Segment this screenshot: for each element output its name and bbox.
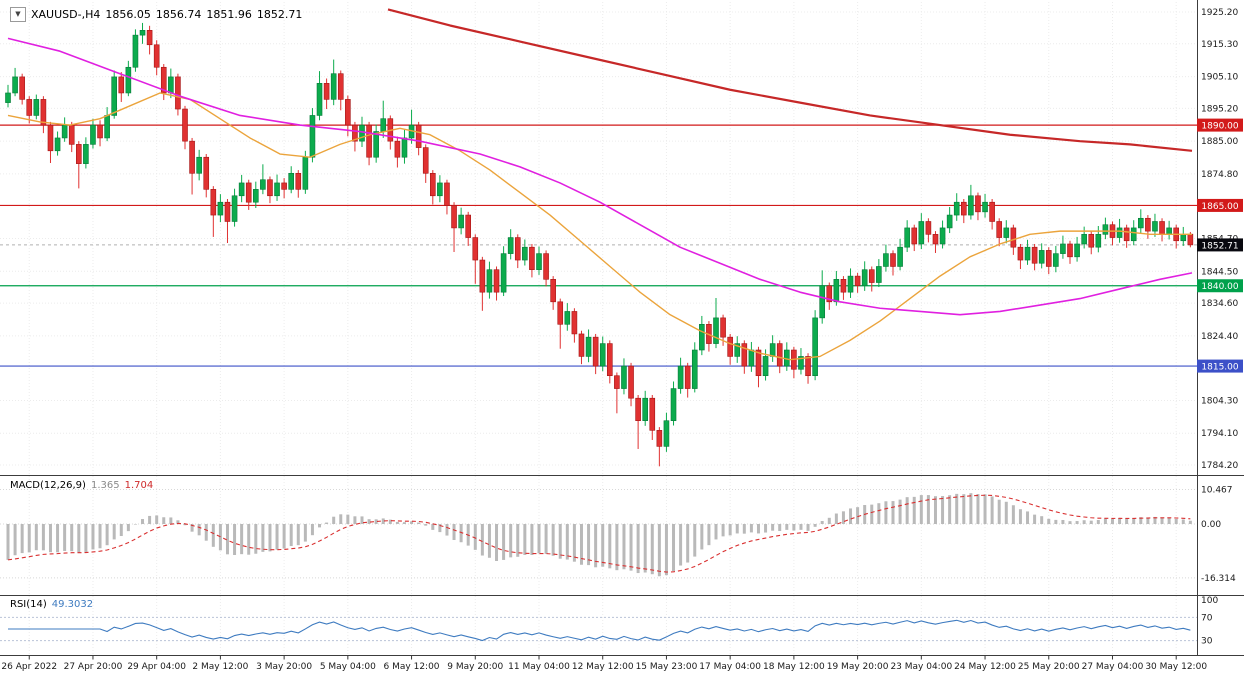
rsi-name: RSI(14) bbox=[10, 599, 47, 610]
svg-text:17 May 04:00: 17 May 04:00 bbox=[699, 662, 761, 672]
svg-text:10.467: 10.467 bbox=[1201, 485, 1233, 495]
svg-text:1794.10: 1794.10 bbox=[1201, 429, 1238, 439]
svg-text:1784.20: 1784.20 bbox=[1201, 461, 1238, 471]
svg-text:1874.80: 1874.80 bbox=[1201, 170, 1238, 180]
svg-text:19 May 20:00: 19 May 20:00 bbox=[827, 662, 889, 672]
svg-text:1804.30: 1804.30 bbox=[1201, 396, 1238, 406]
rsi-value: 49.3032 bbox=[51, 599, 94, 610]
svg-text:100: 100 bbox=[1201, 596, 1218, 606]
symbol-dropdown-button[interactable]: ▼ bbox=[10, 7, 26, 22]
svg-text:30: 30 bbox=[1201, 637, 1213, 647]
svg-text:6 May 12:00: 6 May 12:00 bbox=[384, 662, 440, 672]
svg-text:23 May 04:00: 23 May 04:00 bbox=[890, 662, 952, 672]
svg-text:27 May 04:00: 27 May 04:00 bbox=[1082, 662, 1144, 672]
svg-text:1824.40: 1824.40 bbox=[1201, 332, 1238, 342]
macd-main-value: 1.365 bbox=[90, 480, 120, 491]
svg-text:1815.00: 1815.00 bbox=[1201, 363, 1238, 373]
svg-text:27 Apr 20:00: 27 Apr 20:00 bbox=[64, 662, 123, 672]
svg-text:1865.00: 1865.00 bbox=[1201, 202, 1238, 212]
rsi-indicator-label: RSI(14) 49.3032 bbox=[10, 599, 93, 610]
svg-text:11 May 04:00: 11 May 04:00 bbox=[508, 662, 570, 672]
svg-text:1885.00: 1885.00 bbox=[1201, 137, 1238, 147]
svg-text:30 May 12:00: 30 May 12:00 bbox=[1145, 662, 1207, 672]
svg-text:-16.314: -16.314 bbox=[1201, 574, 1236, 584]
svg-text:1852.71: 1852.71 bbox=[1201, 241, 1238, 251]
svg-text:2 May 12:00: 2 May 12:00 bbox=[192, 662, 248, 672]
svg-text:0.00: 0.00 bbox=[1201, 520, 1221, 530]
chart-ohlc-header: ▼ XAUUSD-,H4 1856.05 1856.74 1851.96 185… bbox=[10, 7, 302, 22]
svg-text:18 May 12:00: 18 May 12:00 bbox=[763, 662, 825, 672]
ohlc-open-value: 1856.05 bbox=[105, 8, 151, 21]
svg-text:15 May 23:00: 15 May 23:00 bbox=[636, 662, 698, 672]
ohlc-low-value: 1851.96 bbox=[206, 8, 252, 21]
macd-signal-value: 1.704 bbox=[124, 480, 154, 491]
svg-text:1890.00: 1890.00 bbox=[1201, 122, 1238, 132]
svg-text:1840.00: 1840.00 bbox=[1201, 282, 1238, 292]
svg-text:70: 70 bbox=[1201, 613, 1213, 623]
ohlc-close-value: 1852.71 bbox=[256, 8, 303, 21]
svg-text:1915.30: 1915.30 bbox=[1201, 40, 1238, 50]
svg-text:5 May 04:00: 5 May 04:00 bbox=[320, 662, 376, 672]
svg-text:1925.20: 1925.20 bbox=[1201, 8, 1238, 18]
svg-text:26 Apr 2022: 26 Apr 2022 bbox=[1, 662, 57, 672]
svg-text:25 May 20:00: 25 May 20:00 bbox=[1018, 662, 1080, 672]
svg-text:24 May 12:00: 24 May 12:00 bbox=[954, 662, 1016, 672]
ohlc-high-value: 1856.74 bbox=[155, 8, 202, 21]
chevron-down-icon: ▼ bbox=[15, 10, 21, 18]
svg-text:1844.50: 1844.50 bbox=[1201, 267, 1238, 277]
svg-text:12 May 12:00: 12 May 12:00 bbox=[572, 662, 634, 672]
chart-symbol-label: XAUUSD-,H4 bbox=[31, 8, 101, 21]
svg-text:29 Apr 04:00: 29 Apr 04:00 bbox=[127, 662, 186, 672]
svg-text:3 May 20:00: 3 May 20:00 bbox=[256, 662, 312, 672]
svg-text:1905.10: 1905.10 bbox=[1201, 73, 1238, 83]
macd-name: MACD(12,26,9) bbox=[10, 480, 86, 491]
svg-text:9 May 20:00: 9 May 20:00 bbox=[447, 662, 503, 672]
svg-text:1834.60: 1834.60 bbox=[1201, 299, 1238, 309]
svg-text:1895.20: 1895.20 bbox=[1201, 104, 1238, 114]
macd-indicator-label: MACD(12,26,9) 1.365 1.704 bbox=[10, 480, 153, 491]
